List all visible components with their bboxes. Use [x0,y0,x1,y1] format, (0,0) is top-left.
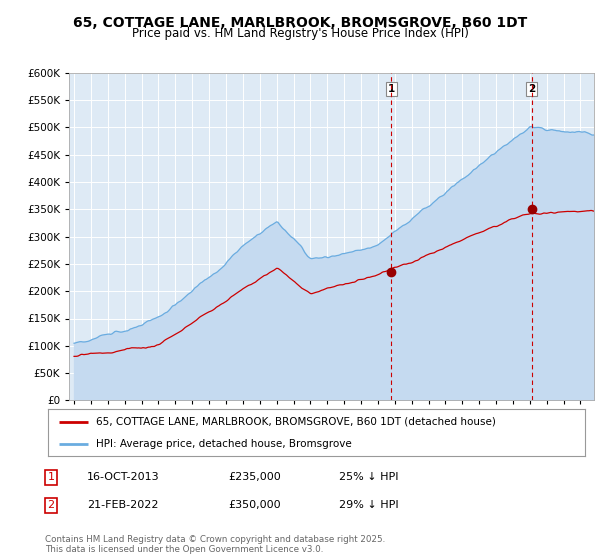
Text: 16-OCT-2013: 16-OCT-2013 [87,472,160,482]
Text: Contains HM Land Registry data © Crown copyright and database right 2025.
This d: Contains HM Land Registry data © Crown c… [45,535,385,554]
Text: 1: 1 [47,472,55,482]
Text: 2: 2 [47,500,55,510]
Text: 29% ↓ HPI: 29% ↓ HPI [339,500,398,510]
Text: 65, COTTAGE LANE, MARLBROOK, BROMSGROVE, B60 1DT (detached house): 65, COTTAGE LANE, MARLBROOK, BROMSGROVE,… [97,417,496,427]
Text: HPI: Average price, detached house, Bromsgrove: HPI: Average price, detached house, Brom… [97,438,352,449]
Text: 65, COTTAGE LANE, MARLBROOK, BROMSGROVE, B60 1DT: 65, COTTAGE LANE, MARLBROOK, BROMSGROVE,… [73,16,527,30]
Text: 21-FEB-2022: 21-FEB-2022 [87,500,158,510]
Text: £350,000: £350,000 [228,500,281,510]
Text: Price paid vs. HM Land Registry's House Price Index (HPI): Price paid vs. HM Land Registry's House … [131,27,469,40]
Text: £235,000: £235,000 [228,472,281,482]
Text: 1: 1 [388,84,395,94]
Text: 2: 2 [528,84,536,94]
Text: 25% ↓ HPI: 25% ↓ HPI [339,472,398,482]
